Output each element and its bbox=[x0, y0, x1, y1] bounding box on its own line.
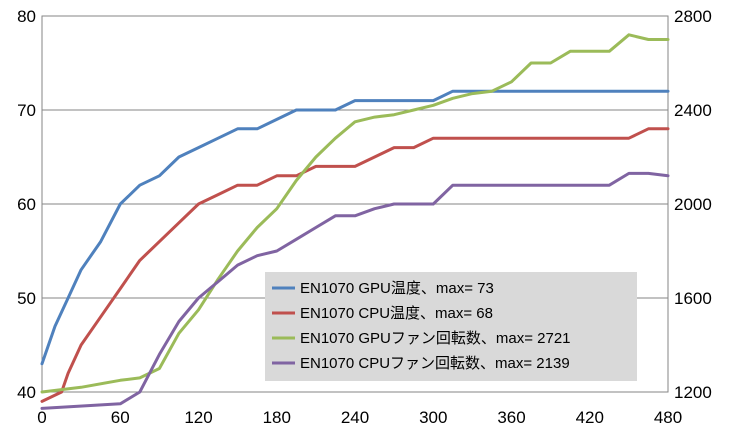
y-tick-label: 80 bbox=[17, 7, 36, 26]
legend-box bbox=[265, 272, 637, 381]
legend-entry-label: EN1070 GPUファン回転数、max= 2721 bbox=[300, 330, 571, 347]
series-line-4 bbox=[40, 171, 670, 410]
y2-tick-label: 1600 bbox=[674, 289, 712, 308]
x-tick-label: 360 bbox=[497, 408, 525, 427]
y-tick-label: 60 bbox=[17, 195, 36, 214]
x-tick-label: 300 bbox=[419, 408, 447, 427]
x-tick-label: 60 bbox=[111, 408, 130, 427]
x-tick-label: 180 bbox=[263, 408, 291, 427]
axis-ticks: 40 50 60 70 80 1200 1600 2000 2400 2800 0 60 120 180 2… bbox=[17, 7, 712, 427]
series-line-3 bbox=[40, 33, 670, 394]
x-tick-label: 120 bbox=[184, 408, 212, 427]
legend-entry-label: EN1070 CPU温度、max= 68 bbox=[300, 305, 493, 322]
x-tick-label: 240 bbox=[341, 408, 369, 427]
x-tick-label: 0 bbox=[37, 408, 46, 427]
legend-entry-label: EN1070 GPU温度、max= 73 bbox=[300, 280, 494, 297]
y2-tick-label: 1200 bbox=[674, 383, 712, 402]
y2-tick-label: 2800 bbox=[674, 7, 712, 26]
legend: EN1070 GPU温度、max= 73 EN1070 CPU温度、max= 68… bbox=[265, 272, 637, 381]
series-line-1 bbox=[40, 89, 670, 366]
series-lines bbox=[40, 33, 670, 410]
y-tick-label: 40 bbox=[17, 383, 36, 402]
y-tick-label: 70 bbox=[17, 101, 36, 120]
legend-entry-label: EN1070 CPUファン回転数、max= 2139 bbox=[300, 355, 570, 372]
y2-tick-label: 2000 bbox=[674, 195, 712, 214]
y2-tick-label: 2400 bbox=[674, 101, 712, 120]
series-line-2 bbox=[40, 127, 670, 403]
x-tick-label: 420 bbox=[576, 408, 604, 427]
y-tick-label: 50 bbox=[17, 289, 36, 308]
x-tick-label: 480 bbox=[654, 408, 682, 427]
